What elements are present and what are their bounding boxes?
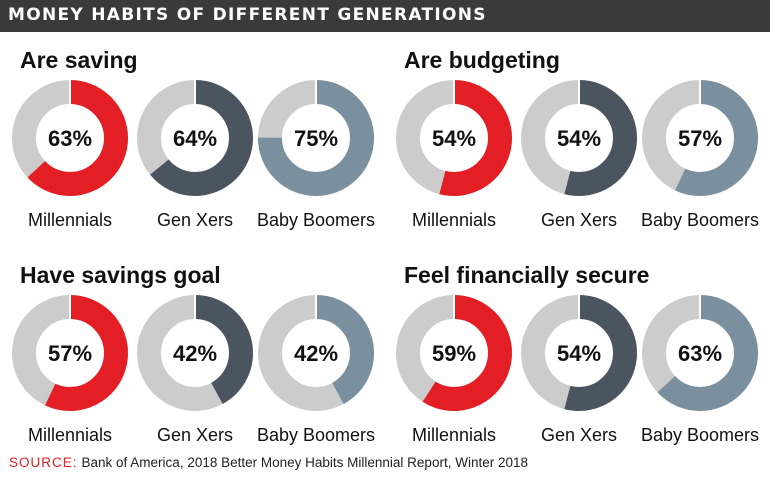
- header-bar: MONEY HABITS OF DIFFERENT GENERATIONS: [0, 0, 770, 32]
- chart-title: Feel financially secure: [404, 262, 649, 288]
- value-label-gen-xers: 64%: [173, 126, 217, 151]
- category-label-gen-xers: Gen Xers: [157, 210, 233, 230]
- category-label-millennials: Millennials: [412, 210, 496, 230]
- source-label: SOURCE:: [9, 455, 78, 470]
- value-label-baby-boomers: 75%: [294, 126, 338, 151]
- value-label-gen-xers: 42%: [173, 341, 217, 366]
- page-title: MONEY HABITS OF DIFFERENT GENERATIONS: [8, 5, 487, 25]
- value-label-baby-boomers: 63%: [678, 341, 722, 366]
- value-label-gen-xers: 54%: [557, 126, 601, 151]
- chart-title: Are budgeting: [404, 47, 560, 73]
- category-label-baby-boomers: Baby Boomers: [641, 210, 759, 230]
- source-text: Bank of America, 2018 Better Money Habit…: [81, 455, 528, 470]
- category-label-baby-boomers: Baby Boomers: [641, 425, 759, 445]
- category-label-gen-xers: Gen Xers: [541, 210, 617, 230]
- value-label-baby-boomers: 42%: [294, 341, 338, 366]
- category-label-baby-boomers: Baby Boomers: [257, 210, 375, 230]
- category-label-millennials: Millennials: [412, 425, 496, 445]
- category-label-baby-boomers: Baby Boomers: [257, 425, 375, 445]
- value-label-gen-xers: 54%: [557, 341, 601, 366]
- value-label-baby-boomers: 57%: [678, 126, 722, 151]
- chart-title: Have savings goal: [20, 262, 221, 288]
- category-label-gen-xers: Gen Xers: [541, 425, 617, 445]
- value-label-millennials: 63%: [48, 126, 92, 151]
- value-label-millennials: 54%: [432, 126, 476, 151]
- value-label-millennials: 57%: [48, 341, 92, 366]
- source-note: SOURCE: Bank of America, 2018 Better Mone…: [9, 455, 528, 470]
- value-label-millennials: 59%: [432, 341, 476, 366]
- category-label-millennials: Millennials: [28, 425, 112, 445]
- chart-title: Are saving: [20, 47, 138, 73]
- category-label-millennials: Millennials: [28, 210, 112, 230]
- category-label-gen-xers: Gen Xers: [157, 425, 233, 445]
